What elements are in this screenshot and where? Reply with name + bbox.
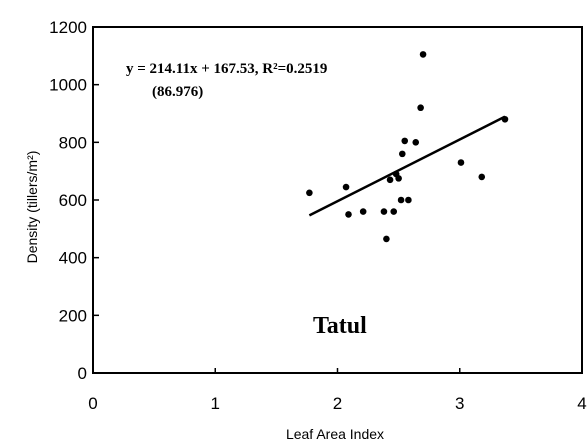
y-tick-label: 800 [59, 133, 87, 152]
trendline-group [308, 115, 506, 217]
y-axis-title: Density (tillers/m²) [24, 151, 40, 264]
data-point [398, 150, 406, 158]
data-point [380, 208, 388, 215]
y-tick-label: 200 [59, 306, 87, 325]
data-point [395, 175, 402, 182]
x-axis-title: Leaf Area Index [286, 426, 384, 442]
data-point [342, 183, 350, 191]
data-point [419, 51, 427, 58]
x-tick-label: 4 [577, 394, 586, 413]
data-point [417, 104, 424, 112]
y-tick-label: 1200 [49, 18, 87, 37]
data-point [397, 196, 405, 204]
x-tick-label: 0 [88, 394, 97, 413]
trendline [308, 115, 506, 217]
data-point [478, 173, 486, 181]
regression-equation-note: (86.976) [152, 84, 203, 100]
y-tick-label: 400 [59, 249, 87, 268]
data-point [405, 196, 412, 204]
data-point [501, 115, 509, 123]
data-point [390, 208, 398, 215]
data-point [412, 139, 420, 146]
x-tick-label: 3 [455, 394, 464, 413]
y-tick-label: 1000 [49, 76, 87, 95]
x-tick-label: 2 [333, 394, 342, 413]
x-axis-ticks: 0 1 2 3 4 [88, 368, 587, 413]
panel-label: Tatul [313, 313, 367, 339]
y-tick-label: 600 [59, 191, 87, 210]
regression-equation: y = 214.11x + 167.53, R²=0.2519 [126, 61, 327, 77]
data-point [306, 189, 313, 197]
data-point [345, 211, 352, 218]
data-points [306, 51, 509, 243]
data-point [383, 235, 390, 243]
data-point [359, 208, 367, 215]
data-point [386, 176, 394, 184]
data-point [401, 137, 409, 145]
y-axis-ticks: 0 200 400 600 800 1000 1200 [49, 18, 99, 383]
data-point [457, 159, 465, 166]
y-tick-label: 0 [78, 364, 87, 383]
x-tick-label: 1 [211, 394, 220, 413]
